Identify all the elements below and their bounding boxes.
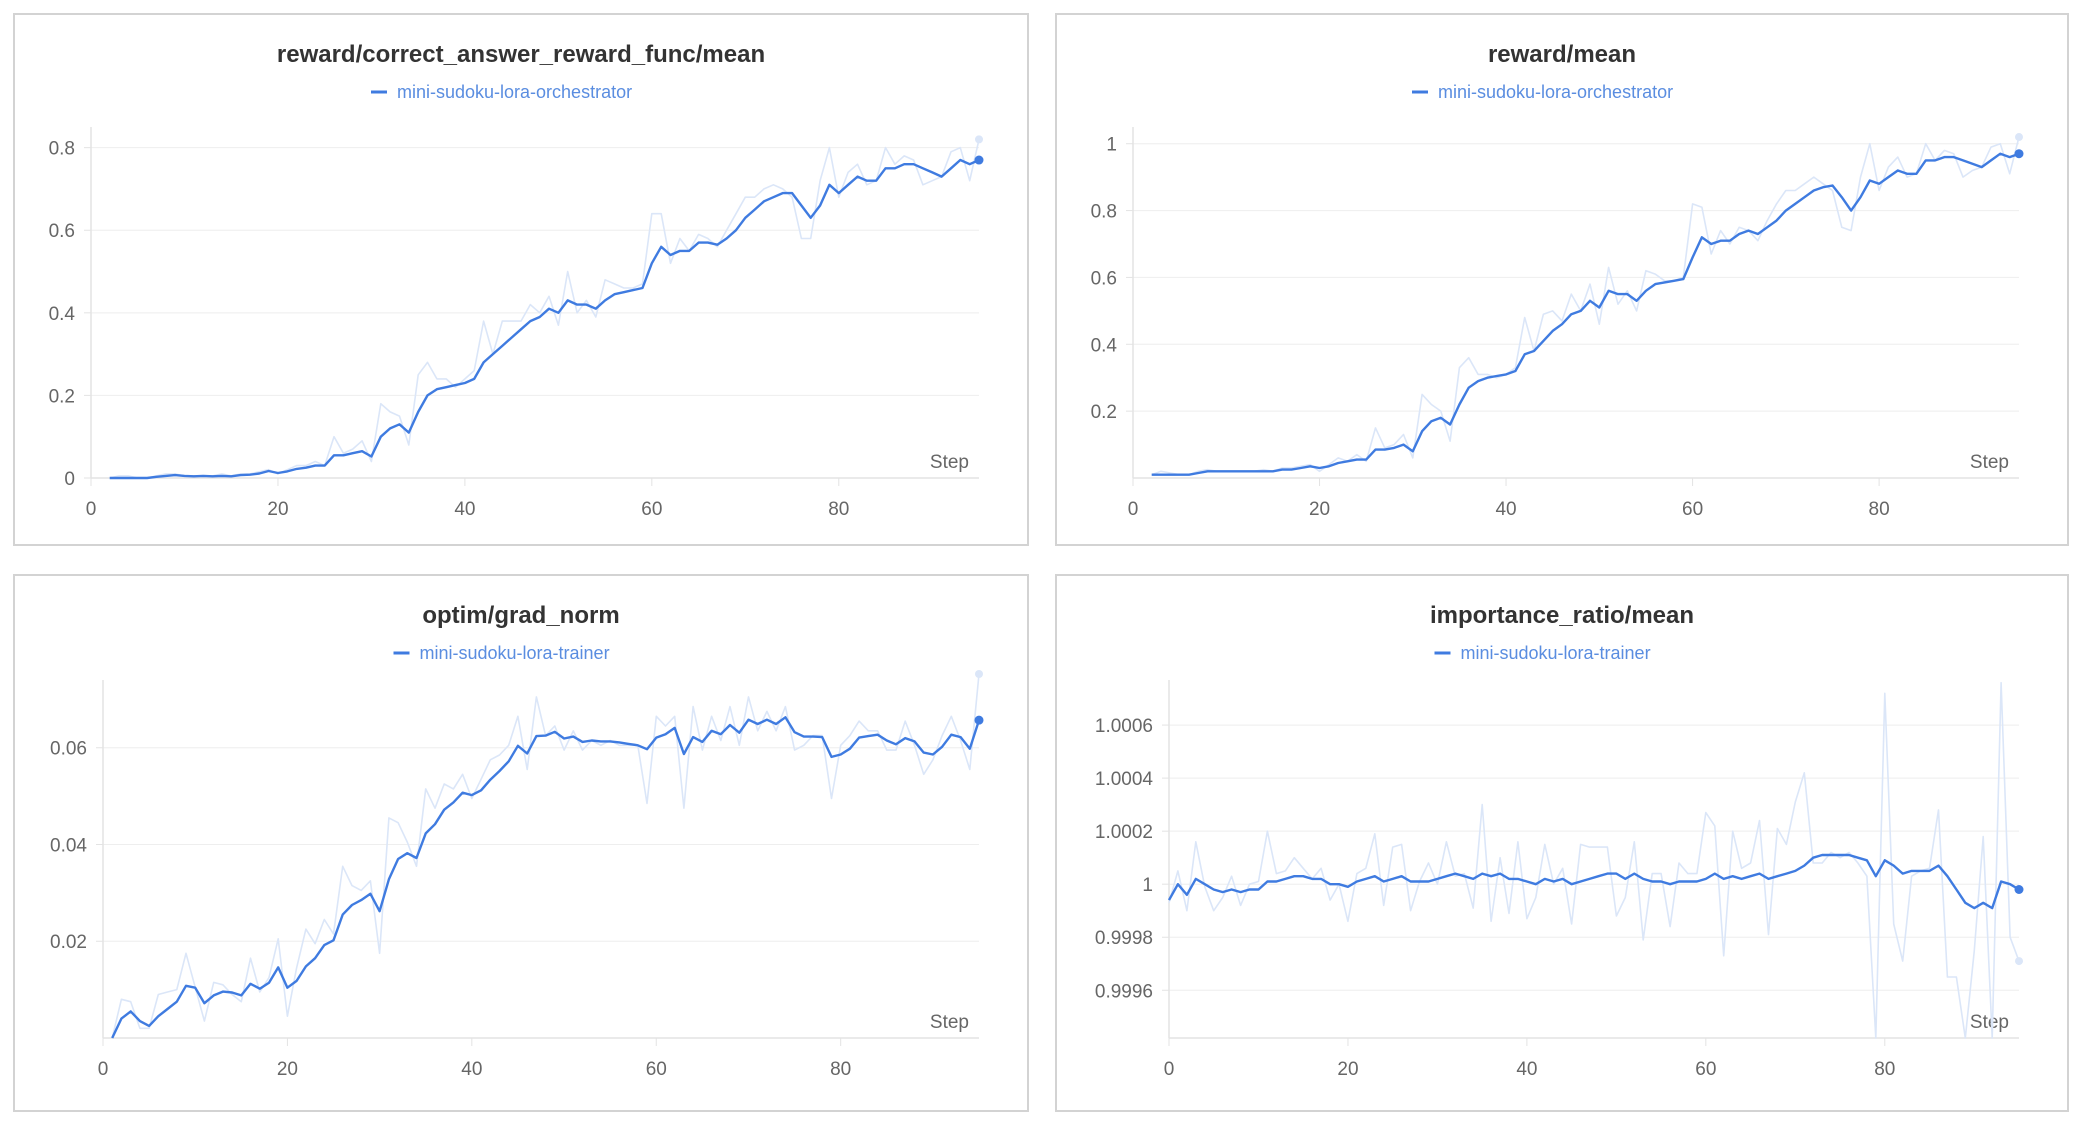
y-tick-label: 1.0006 (1095, 716, 1153, 737)
x-tick-label: 80 (1869, 499, 1890, 520)
x-tick-label: 40 (1495, 499, 1516, 520)
series-raw-line (1168, 681, 2020, 1039)
chart-svg: reward/mean mini-sudoku-lora-orchestrator… (1091, 41, 2024, 520)
x-tick-label: 20 (277, 1059, 298, 1080)
x-axis-label: Step (1970, 1012, 2009, 1033)
series-raw-end-marker (975, 135, 983, 144)
chart-title: optim/grad_norm (422, 602, 619, 629)
chart-title: importance_ratio/mean (1430, 602, 1694, 629)
x-tick-label: 0 (1164, 1059, 1175, 1080)
x-tick-label: 0 (1128, 499, 1139, 520)
x-tick-label: 20 (1337, 1059, 1358, 1080)
legend: mini-sudoku-lora-trainer (393, 643, 610, 663)
chart-panel-reward-mean: reward/mean mini-sudoku-lora-orchestrator… (1055, 13, 2069, 546)
series-smoothed-line (1151, 152, 2020, 476)
x-tick-label: 20 (1309, 499, 1330, 520)
y-tick-label: 0 (64, 469, 75, 490)
chart-panel-importance-ratio: importance_ratio/mean mini-sudoku-lora-tr… (1055, 574, 2069, 1112)
y-tick-label: 0.9998 (1095, 928, 1153, 949)
x-tick-label: 20 (267, 499, 288, 520)
legend: mini-sudoku-lora-orchestrator (371, 82, 632, 102)
x-tick-label: 80 (830, 1059, 851, 1080)
chart-svg: optim/grad_norm mini-sudoku-lora-trainer 0… (50, 602, 984, 1080)
x-axis-label: Step (930, 452, 969, 473)
y-tick-label: 0.2 (1091, 402, 1117, 423)
legend-label: mini-sudoku-lora-trainer (1461, 643, 1651, 663)
series-smoothed-line (109, 158, 980, 480)
chart-svg: importance_ratio/mean mini-sudoku-lora-tr… (1095, 602, 2024, 1080)
series-end-marker (2014, 884, 2024, 894)
y-tick-label: 0.8 (1091, 202, 1117, 223)
y-tick-label: 1.0002 (1095, 822, 1153, 843)
chart-title: reward/mean (1488, 41, 1636, 68)
y-tick-label: 0.8 (49, 139, 75, 160)
legend: mini-sudoku-lora-orchestrator (1412, 82, 1673, 102)
y-tick-label: 0.4 (49, 304, 76, 325)
y-tick-label: 0.6 (49, 221, 75, 242)
series-smoothed-line (1167, 853, 2020, 910)
y-tick-label: 0.4 (1091, 335, 1118, 356)
y-tick-label: 1 (1142, 875, 1153, 896)
x-tick-label: 40 (461, 1059, 482, 1080)
y-tick-label: 0.6 (1091, 268, 1117, 289)
chart-title: reward/correct_answer_reward_func/mean (277, 41, 765, 68)
x-tick-label: 0 (86, 499, 97, 520)
legend-label: mini-sudoku-lora-orchestrator (397, 82, 632, 102)
y-tick-label: 0.02 (50, 932, 87, 953)
x-tick-label: 40 (1516, 1059, 1537, 1080)
series-end-marker (2014, 149, 2024, 159)
series-raw-end-marker (2015, 133, 2023, 142)
legend-label: mini-sudoku-lora-trainer (420, 643, 610, 663)
x-tick-label: 0 (98, 1059, 109, 1080)
x-tick-label: 60 (1695, 1059, 1716, 1080)
chart-panel-grad-norm: optim/grad_norm mini-sudoku-lora-trainer 0… (13, 574, 1029, 1112)
series-end-marker (974, 715, 984, 725)
y-tick-label: 0.2 (49, 386, 75, 407)
x-tick-label: 40 (454, 499, 475, 520)
series-raw-end-marker (2015, 957, 2023, 966)
series-raw-end-marker (975, 670, 983, 678)
legend-label: mini-sudoku-lora-orchestrator (1438, 82, 1673, 102)
y-tick-label: 0.06 (50, 739, 87, 760)
chart-svg: reward/correct_answer_reward_func/meanmi… (49, 41, 984, 520)
series-raw-line (109, 139, 980, 479)
y-tick-label: 1.0004 (1095, 769, 1154, 790)
x-tick-label: 60 (1682, 499, 1703, 520)
x-axis-label: Step (930, 1012, 969, 1033)
series-raw-line (111, 673, 980, 1039)
series-smoothed-line (111, 716, 981, 1039)
x-tick-label: 80 (828, 499, 849, 520)
y-tick-label: 0.04 (50, 835, 87, 856)
y-tick-label: 0.9996 (1095, 981, 1153, 1002)
y-tick-label: 1 (1106, 135, 1117, 156)
x-tick-label: 60 (641, 499, 662, 520)
x-tick-label: 60 (646, 1059, 667, 1080)
legend: mini-sudoku-lora-trainer (1434, 643, 1651, 663)
series-raw-line (1151, 136, 2020, 476)
x-tick-label: 80 (1874, 1059, 1895, 1080)
series-end-marker (974, 155, 984, 165)
x-axis-label: Step (1970, 452, 2009, 473)
